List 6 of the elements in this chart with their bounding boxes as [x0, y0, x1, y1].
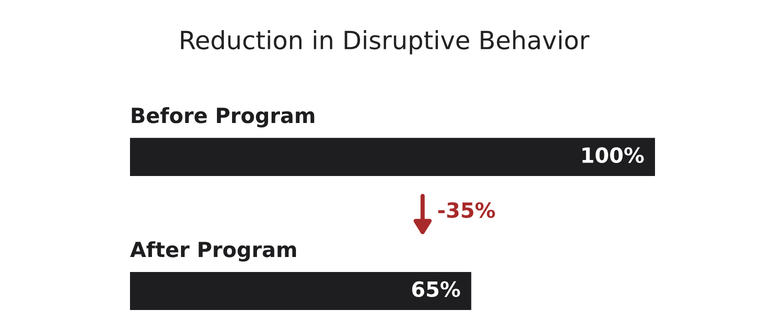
data-label: 65% [412, 281, 460, 298]
annotation: -35% [438, 202, 495, 218]
y-tick-label: After Program [130, 241, 296, 262]
data-label: 100% [582, 147, 644, 164]
y-tick-label: Before Program [132, 107, 314, 128]
chart-title: Reduction in Disruptive Behavior [181, 30, 590, 54]
